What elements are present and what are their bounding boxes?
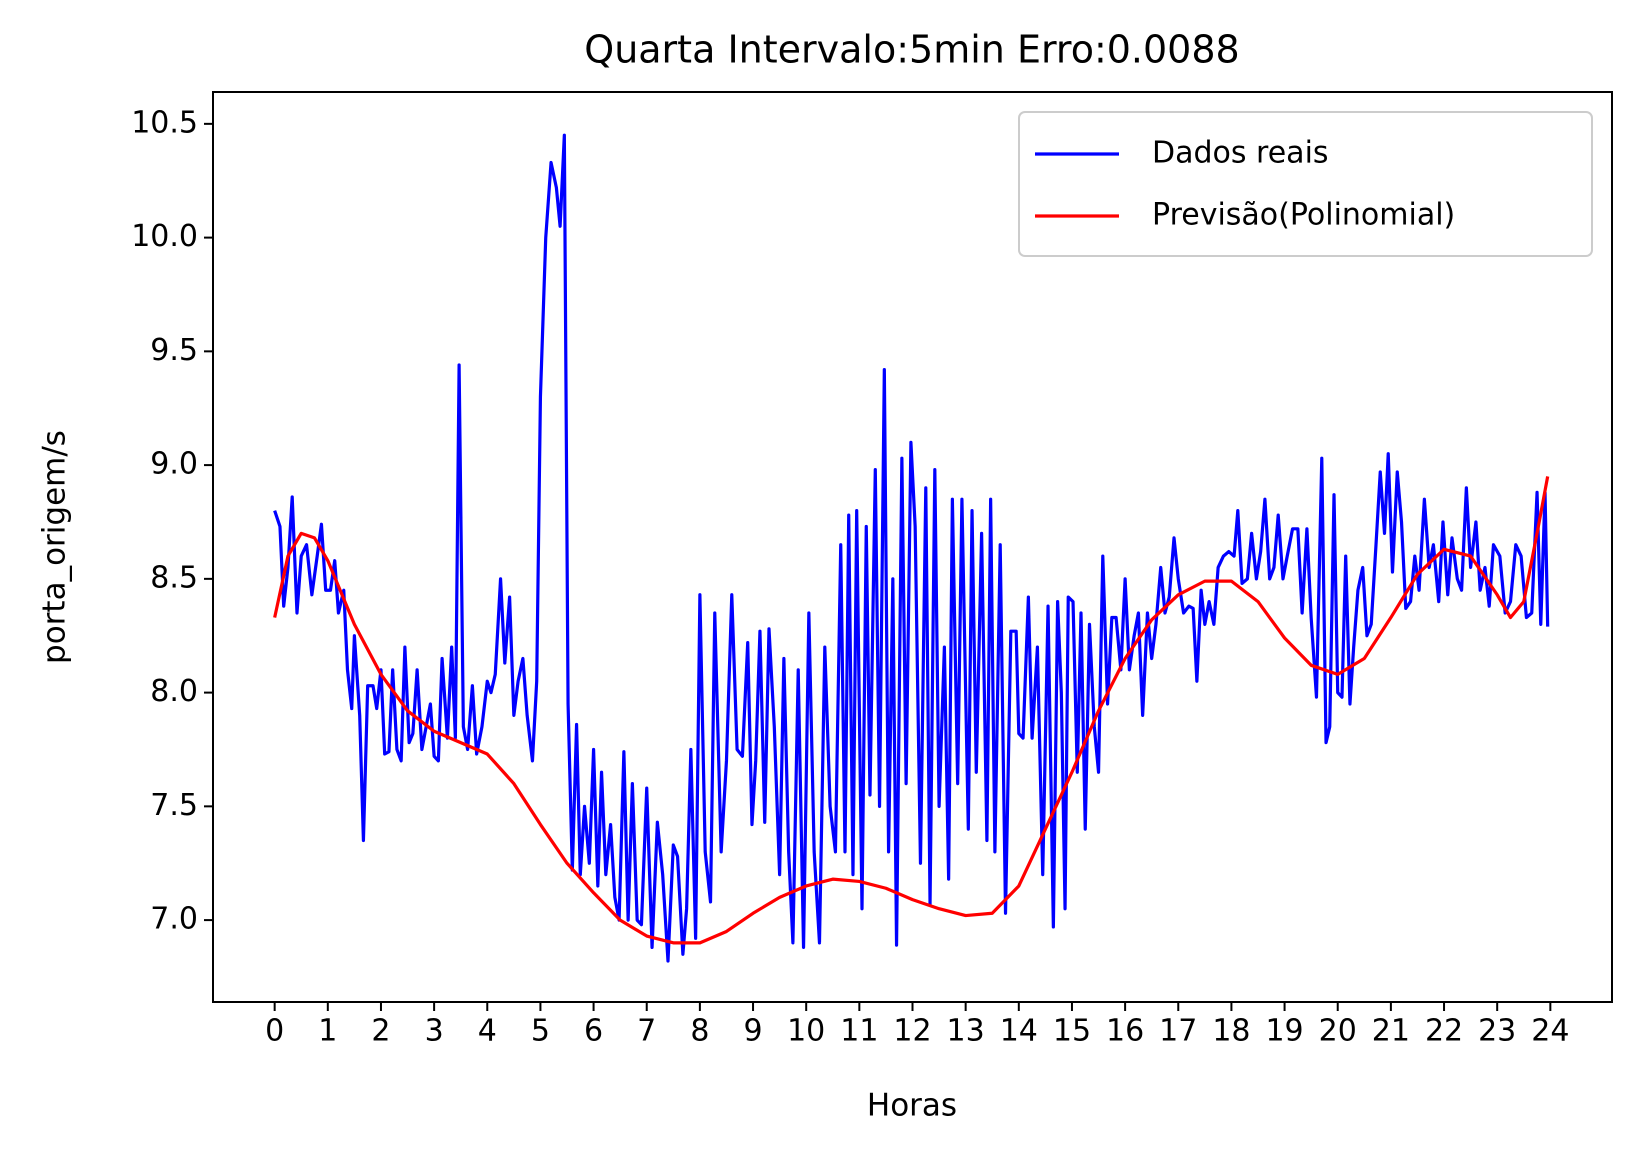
x-tick-label: 19	[1265, 1014, 1303, 1049]
y-tick-label: 7.0	[150, 902, 198, 937]
x-tick-label: 8	[690, 1014, 709, 1049]
x-tick-label: 2	[371, 1014, 390, 1049]
x-tick-label: 1	[318, 1014, 337, 1049]
x-tick-label: 10	[787, 1014, 825, 1049]
y-tick-label: 10.5	[131, 105, 198, 140]
y-tick-label: 9.5	[150, 333, 198, 368]
x-tick-label: 21	[1372, 1014, 1410, 1049]
x-tick-label: 15	[1053, 1014, 1091, 1049]
x-tick-label: 6	[584, 1014, 603, 1049]
y-axis-label: porta_origem/s	[37, 430, 73, 664]
x-tick-label: 22	[1425, 1014, 1463, 1049]
plot-frame	[212, 91, 1613, 1003]
x-tick-label: 9	[743, 1014, 762, 1049]
x-tick-label: 13	[947, 1014, 985, 1049]
x-tick-label: 17	[1159, 1014, 1197, 1049]
x-tick-label: 20	[1319, 1014, 1357, 1049]
x-axis-label: Horas	[867, 1088, 957, 1124]
legend-label: Dados reais	[1152, 136, 1329, 171]
y-tick-label: 8.0	[150, 674, 198, 709]
legend-box	[1018, 111, 1593, 257]
x-tick-label: 0	[265, 1014, 284, 1049]
legend-label: Previsão(Polinomial)	[1152, 198, 1455, 233]
x-tick-label: 24	[1531, 1014, 1569, 1049]
x-tick-label: 14	[1000, 1014, 1038, 1049]
y-tick-label: 7.5	[150, 788, 198, 823]
x-tick-label: 12	[893, 1014, 931, 1049]
data-line	[273, 476, 1550, 945]
data-line	[273, 133, 1550, 963]
x-tick-label: 3	[425, 1014, 444, 1049]
x-tick-label: 18	[1212, 1014, 1250, 1049]
x-tick-label: 7	[637, 1014, 656, 1049]
x-tick-label: 16	[1106, 1014, 1144, 1049]
x-tick-label: 11	[840, 1014, 878, 1049]
x-tick-label: 4	[478, 1014, 497, 1049]
chart-title: Quarta Intervalo:5min Erro:0.0088	[584, 28, 1239, 72]
y-tick-label: 9.0	[150, 447, 198, 482]
x-tick-label: 5	[531, 1014, 550, 1049]
y-tick-label: 8.5	[150, 560, 198, 595]
y-tick-label: 10.0	[131, 219, 198, 254]
x-tick-label: 23	[1478, 1014, 1516, 1049]
